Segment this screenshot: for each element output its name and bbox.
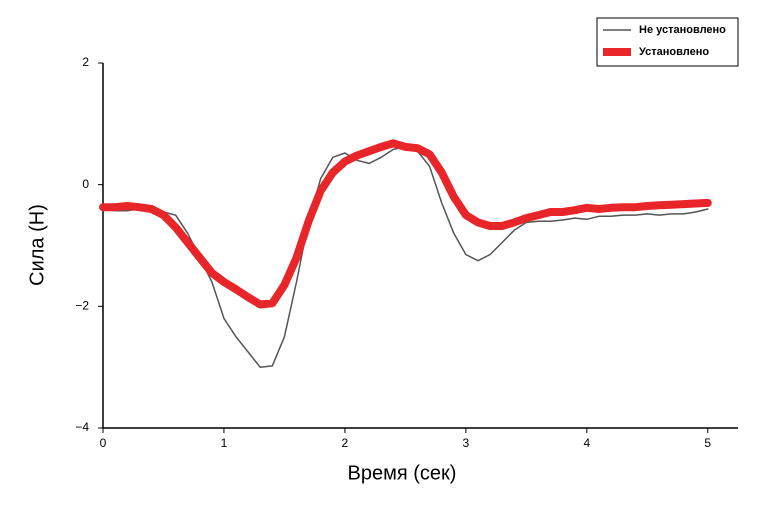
y-axis-title: Сила (Н) (26, 204, 48, 286)
legend-box (596, 17, 739, 67)
y-tick-label: −2 (75, 299, 89, 313)
y-tick-label: 0 (82, 177, 89, 191)
legend-label: Не установлено (639, 24, 726, 36)
series-line (102, 146, 709, 368)
x-tick-label: 0 (100, 436, 107, 450)
y-tick-label: 2 (82, 55, 89, 69)
y-tick-label: −4 (75, 420, 89, 434)
legend-label: Установлено (639, 46, 709, 58)
x-tick-label: 2 (342, 436, 349, 450)
x-tick-label: 5 (704, 436, 711, 450)
series-line (99, 139, 712, 309)
x-axis-title: Время (сек) (348, 462, 457, 484)
x-tick-label: 4 (583, 436, 590, 450)
x-tick-label: 3 (463, 436, 470, 450)
x-tick-label: 1 (221, 436, 228, 450)
